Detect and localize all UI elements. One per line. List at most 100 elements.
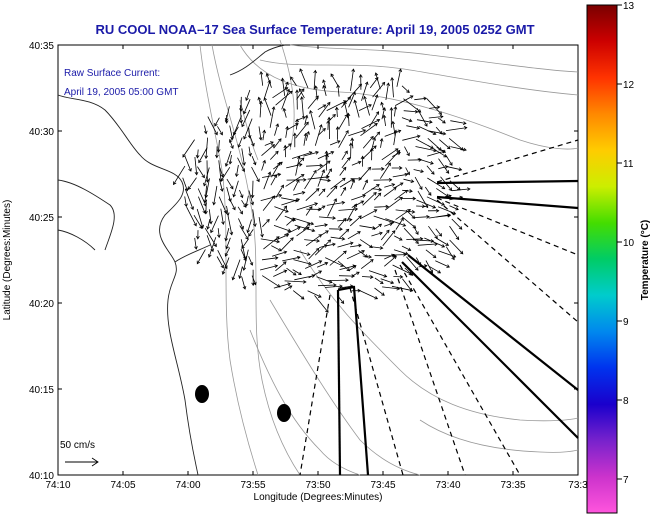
current-vector — [281, 198, 300, 206]
current-vector-head — [339, 284, 343, 289]
current-vector-head — [247, 134, 252, 139]
current-vector — [373, 192, 381, 201]
current-vector-head — [246, 229, 250, 234]
current-vector-head — [357, 160, 362, 165]
current-vector — [305, 206, 313, 216]
current-vector-head — [300, 157, 305, 162]
current-vector — [222, 257, 230, 275]
current-vector — [318, 128, 326, 136]
current-vector — [393, 130, 397, 146]
current-vector-head — [306, 252, 311, 256]
current-vector-head — [370, 275, 374, 279]
current-vector-head — [224, 120, 229, 124]
current-vector — [435, 237, 449, 246]
current-vector-head — [378, 187, 383, 192]
current-vector — [445, 155, 453, 166]
current-vector-head — [379, 280, 384, 284]
current-vector-head — [315, 188, 320, 192]
current-vector — [314, 224, 328, 227]
current-vector-head — [195, 154, 200, 159]
current-vector-head — [447, 213, 452, 218]
current-vector — [338, 130, 349, 148]
current-vector-head — [442, 119, 446, 124]
current-vector-head — [288, 285, 293, 289]
x-tick-label: 74:10 — [45, 480, 70, 491]
current-vector-head — [375, 111, 379, 115]
x-tick-label: 73:45 — [370, 480, 395, 491]
current-vector — [269, 106, 275, 128]
current-vector-head — [232, 206, 236, 211]
current-vector — [348, 265, 357, 271]
current-vector-head — [321, 188, 326, 193]
current-vector-head — [445, 242, 450, 246]
current-vector-head — [295, 118, 299, 123]
current-vector-head — [271, 195, 276, 200]
current-vector — [248, 256, 253, 266]
current-vector — [337, 242, 354, 248]
current-vector-head — [431, 171, 435, 175]
current-vector-head — [245, 97, 249, 102]
current-vector — [263, 236, 280, 250]
current-vector — [373, 215, 394, 224]
current-vector-head — [330, 151, 335, 155]
current-vector-head — [322, 104, 327, 108]
current-vector — [416, 199, 436, 209]
current-vector — [260, 194, 282, 201]
current-vector-head — [238, 275, 242, 279]
current-vector — [406, 256, 419, 271]
current-vector-head — [216, 149, 221, 153]
current-vector-head — [296, 179, 300, 183]
current-vector-head — [463, 126, 468, 130]
current-vector-head — [441, 185, 446, 190]
current-vector — [338, 285, 353, 289]
current-vector — [216, 256, 224, 268]
current-vector — [427, 130, 446, 135]
current-vector-head — [360, 200, 365, 204]
y-tick-label: 40:35 — [29, 41, 54, 52]
current-vector — [233, 115, 242, 136]
current-vector-head — [332, 216, 336, 220]
current-vector — [319, 179, 331, 182]
current-vector — [296, 226, 310, 237]
current-vector — [283, 143, 292, 151]
current-vector-head — [308, 261, 312, 266]
current-vector — [273, 225, 291, 232]
scale-arrow — [65, 457, 99, 467]
current-vector-head — [460, 147, 464, 151]
current-vector-head — [317, 294, 322, 298]
current-vector-head — [345, 130, 349, 134]
current-vector — [260, 71, 264, 86]
current-vector-head — [295, 89, 299, 93]
current-vector-head — [220, 264, 224, 269]
current-vector-head — [298, 271, 302, 275]
current-vector-head — [322, 127, 326, 132]
current-legend-line1: Raw Surface Current: — [64, 68, 160, 79]
current-vector — [184, 188, 194, 210]
current-vector — [229, 155, 232, 164]
current-vector-head — [358, 215, 362, 219]
current-vector — [237, 206, 243, 215]
current-vector — [225, 150, 232, 167]
current-vector-head — [274, 256, 279, 260]
current-vector-head — [407, 208, 411, 213]
current-vector-head — [232, 193, 236, 198]
current-vector-head — [224, 163, 229, 167]
current-vector — [362, 145, 377, 160]
current-vector — [350, 179, 355, 190]
current-vector — [319, 230, 329, 237]
y-tick-label: 40:15 — [29, 385, 54, 396]
current-vector — [351, 271, 360, 277]
current-vector-head — [252, 223, 257, 228]
current-vector-head — [362, 129, 367, 133]
current-vector — [329, 140, 341, 146]
current-vector — [251, 155, 256, 165]
current-vector — [395, 217, 404, 230]
current-vector-head — [276, 162, 281, 166]
current-vector-head — [202, 210, 206, 214]
current-vector-head — [339, 227, 343, 231]
current-vector — [283, 108, 287, 118]
current-vector — [262, 219, 270, 228]
current-vector — [362, 136, 374, 149]
current-vector-head — [190, 206, 194, 211]
current-vector — [414, 176, 423, 190]
